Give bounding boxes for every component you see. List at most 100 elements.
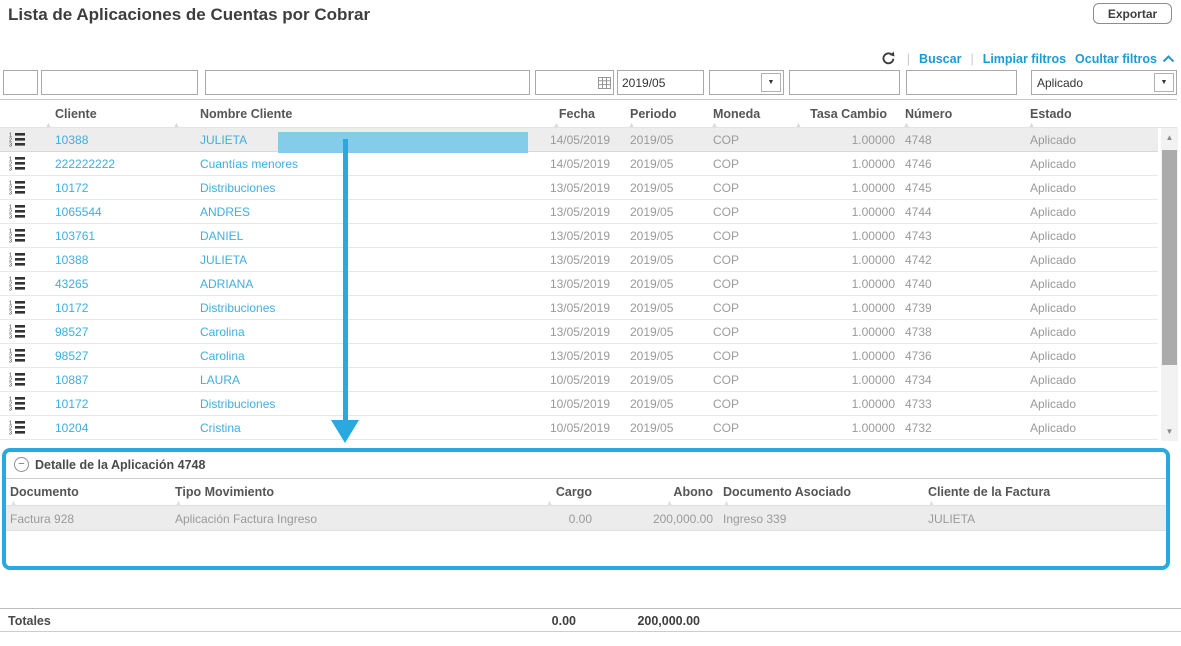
nombre-cliente-link[interactable]: Carolina [200, 349, 245, 363]
table-row[interactable]: 1 2 3 98527 Carolina 13/05/2019 2019/05 COP 1.00… [0, 320, 1158, 344]
nombre-cliente-link[interactable]: ADRIANA [200, 277, 254, 291]
detail-column-header-abono[interactable]: Abono [673, 485, 713, 499]
cliente-link[interactable]: 10388 [55, 133, 89, 147]
moneda-value: COP [713, 229, 740, 243]
cliente-link[interactable]: 10172 [55, 397, 89, 411]
column-header-periodo[interactable]: Periodo [630, 107, 677, 121]
cliente-link[interactable]: 103761 [55, 229, 96, 243]
filter-numero-input[interactable] [906, 70, 1017, 95]
vertical-scrollbar[interactable]: ▲ ▼ [1161, 128, 1178, 441]
column-header-fecha[interactable]: Fecha [558, 107, 595, 121]
cliente-link[interactable]: 10172 [55, 301, 89, 315]
detail-column-header-documento[interactable]: Documento [10, 485, 79, 499]
table-row[interactable]: 1 2 3 98527 Carolina 13/05/2019 2019/05 COP 1.00… [0, 344, 1158, 368]
table-row[interactable]: 1 2 3 10388 JULIETA 14/05/2019 2019/05 COP 1.000… [0, 128, 1158, 152]
documento-asociado-link[interactable]: Ingreso 339 [723, 512, 787, 526]
nombre-cliente-link[interactable]: ANDRES [200, 205, 251, 219]
estado-value: Aplicado [1030, 205, 1077, 219]
cliente-link[interactable]: 98527 [55, 349, 89, 363]
cliente-link[interactable]: 10204 [55, 421, 89, 435]
cliente-link[interactable]: 10172 [55, 181, 89, 195]
cliente-link[interactable]: 10388 [55, 253, 89, 267]
cliente-link[interactable]: 10887 [55, 373, 89, 387]
cliente-link[interactable]: 222222222 [55, 157, 116, 171]
table-row[interactable]: 1 2 3 10172 Distribuciones 13/05/2019 2019/05 C… [0, 176, 1158, 200]
filter-moneda-select[interactable]: ▼ [709, 70, 784, 95]
cliente-factura-link[interactable]: JULIETA [928, 512, 976, 526]
filter-nombre-cliente-input[interactable] [205, 70, 530, 95]
nombre-cliente-link[interactable]: Distribuciones [200, 397, 276, 411]
dropdown-arrow-icon[interactable]: ▼ [1154, 73, 1174, 92]
detail-column-header-cargo[interactable]: Cargo [555, 485, 592, 499]
nombre-cliente-link[interactable]: Cuantías menores [200, 157, 299, 171]
filter-cliente-input[interactable] [41, 70, 198, 95]
nombre-cliente-link[interactable]: LAURA [200, 373, 241, 387]
table-row[interactable]: 1 2 3 10887 LAURA 10/05/2019 2019/05 COP 1.00000… [0, 368, 1158, 392]
nombre-cliente-link[interactable]: Cristina [200, 421, 241, 435]
scroll-down-icon[interactable]: ▼ [1165, 427, 1174, 436]
filter-periodo-input[interactable] [617, 70, 704, 95]
svg-text:2: 2 [9, 282, 12, 288]
table-row[interactable]: 1 2 3 222222222 Cuantías menores 14/05/2019 20… [0, 152, 1158, 176]
nombre-cliente-link[interactable]: JULIETA [200, 133, 248, 147]
scrollbar-thumb[interactable] [1162, 150, 1177, 365]
dropdown-arrow-icon[interactable]: ▼ [761, 73, 781, 92]
nombre-cliente-link[interactable]: DANIEL [200, 229, 244, 243]
ocultar-filtros-link[interactable]: Ocultar filtros [1075, 52, 1175, 66]
nombre-cliente-link[interactable]: Carolina [200, 325, 245, 339]
nombre-cliente-link[interactable]: JULIETA [200, 253, 248, 267]
detail-row[interactable]: Factura 928 Aplicación Factura Ingreso 0.0… [6, 505, 1166, 531]
column-header-numero[interactable]: Número [905, 107, 953, 121]
fecha-value: 13/05/2019 [549, 181, 610, 195]
table-row[interactable]: 1 2 3 1065544 ANDRES 13/05/2019 2019/05 COP 1.00… [0, 200, 1158, 224]
refresh-icon[interactable] [881, 51, 896, 66]
detail-column-header-cliente-de-la-factura[interactable]: Cliente de la Factura [928, 485, 1051, 499]
table-row[interactable]: 1 2 3 10204 Cristina 10/05/2019 2019/05 COP 1.00… [0, 416, 1158, 440]
column-header-nombre-cliente[interactable]: Nombre Cliente [200, 107, 293, 121]
svg-text:3: 3 [9, 287, 12, 291]
separator: | [970, 51, 974, 66]
filter-fecha-input[interactable] [535, 70, 614, 95]
separator: | [906, 51, 911, 66]
table-row[interactable]: 1 2 3 10388 JULIETA 13/05/2019 2019/05 COP 1.000… [0, 248, 1158, 272]
scroll-up-icon[interactable]: ▲ [1165, 133, 1174, 142]
filter-tasa-cambio-input[interactable] [789, 70, 900, 95]
collapse-minus-icon[interactable]: − [14, 457, 29, 472]
nombre-cliente-link[interactable]: Distribuciones [200, 181, 276, 195]
limpiar-filtros-link[interactable]: Limpiar filtros [982, 51, 1067, 66]
numero-value: 4744 [905, 205, 932, 219]
table-row[interactable]: 1 2 3 10172 Distribuciones 13/05/2019 2019/05 C… [0, 296, 1158, 320]
column-header-cliente[interactable]: Cliente [55, 107, 97, 121]
detail-column-header-documento-asociado[interactable]: Documento Asociado [723, 485, 852, 499]
sort-indicator-icon: ▲ [928, 500, 935, 507]
documento-link[interactable]: Factura 928 [10, 512, 75, 526]
export-button[interactable]: Exportar [1093, 3, 1172, 24]
buscar-link[interactable]: Buscar [919, 51, 962, 66]
detail-column-header-tipo-movimiento[interactable]: Tipo Movimiento [175, 485, 275, 499]
column-header-moneda[interactable]: Moneda [713, 107, 761, 121]
table-row[interactable]: 1 2 3 43265 ADRIANA 13/05/2019 2019/05 COP 1.000… [0, 272, 1158, 296]
column-header-estado[interactable]: Estado [1030, 107, 1072, 121]
filter-icon-column[interactable] [3, 70, 38, 95]
filter-estado-select[interactable]: Aplicado ▼ [1031, 70, 1177, 95]
cliente-link[interactable]: 98527 [55, 325, 89, 339]
cliente-link[interactable]: 1065544 [55, 205, 102, 219]
table-row[interactable]: 1 2 3 10172 Distribuciones 10/05/2019 2019/05 C… [0, 392, 1158, 416]
column-header-tasa-cambio[interactable]: Tasa Cambio [810, 107, 887, 121]
cliente-link[interactable]: 43265 [55, 277, 89, 291]
table-row[interactable]: 1 2 3 103761 DANIEL 13/05/2019 2019/05 COP 1.000… [0, 224, 1158, 248]
nombre-cliente-link[interactable]: Distribuciones [200, 301, 276, 315]
